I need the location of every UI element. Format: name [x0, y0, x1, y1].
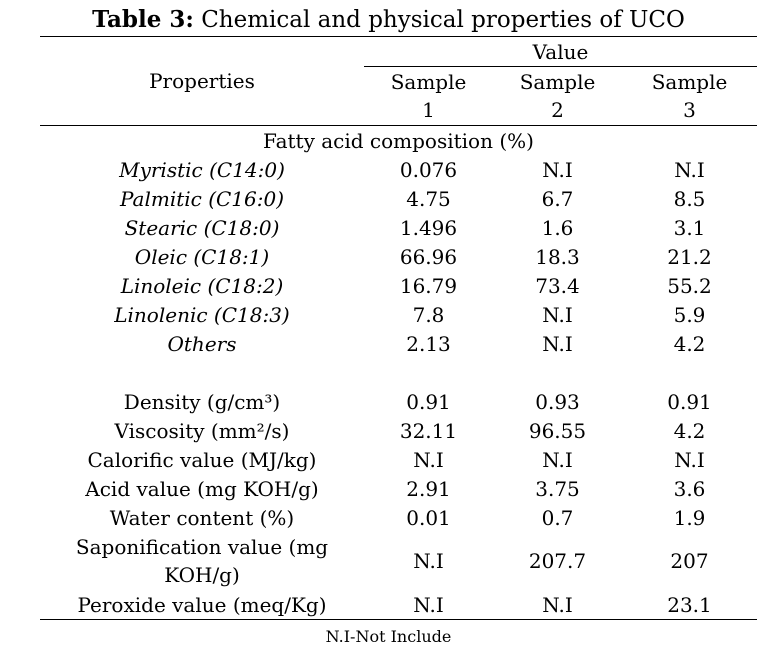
cell-sample-3: 0.91 [667, 389, 712, 414]
properties-table: Properties Value Sample 1 Sample 2 Sampl… [40, 36, 757, 620]
cell-sample-3: N.I [674, 447, 705, 472]
cell-sample-3: 3.6 [673, 476, 706, 501]
table-number: Table 3: [92, 6, 194, 33]
cell-sample-2: 207.7 [528, 549, 587, 573]
cell-sample-2: N.I [493, 590, 622, 620]
cell-sample-1: 0.01 [406, 505, 451, 530]
cell-sample-2: 73.4 [535, 273, 580, 298]
cell-sample-3: 3.1 [673, 215, 706, 240]
table-row: Stearic (C18:0) 1.496 1.6 3.1 [40, 213, 757, 242]
cell-sample-1: N.I [413, 447, 444, 472]
cell-sample-3: 4.2 [673, 331, 706, 356]
group-fatty-acid-label: Fatty acid composition (%) [263, 128, 534, 153]
cell-sample-3: 5.9 [673, 302, 706, 327]
table-row-group: Fatty acid composition (%) [40, 126, 757, 156]
cell-sample-2: N.I [542, 157, 573, 182]
header-properties: Properties [40, 36, 364, 126]
cell-sample-3: N.I [674, 157, 705, 182]
cell-sample-1: 4.75 [406, 186, 451, 211]
table-row: Linolenic (C18:3) 7.8 N.I 5.9 [40, 300, 757, 329]
table-title: Table 3: Chemical and physical propertie… [0, 4, 777, 36]
cell-sample-2: 1.6 [541, 215, 574, 240]
cell-sample-3: 55.2 [667, 273, 712, 298]
row-label: Density (g/cm³) [123, 389, 281, 414]
cell-sample-1: N.I [364, 590, 493, 620]
table-caption: Chemical and physical properties of UCO [193, 7, 685, 33]
table-row: Calorific value (MJ/kg) N.I N.I N.I [40, 445, 757, 474]
row-label: Water content (%) [109, 505, 295, 530]
row-label: Peroxide value (meq/Kg) [40, 590, 364, 620]
cell-sample-1: 7.8 [412, 302, 445, 327]
row-label: Stearic (C18:0) [124, 215, 280, 240]
row-label-text: Saponification value (mg KOH/g) [75, 535, 329, 587]
row-label: Linolenic (C18:3) [114, 302, 290, 327]
cell-sample-1: 32.11 [399, 418, 458, 443]
table-row: Oleic (C18:1) 66.96 18.3 21.2 [40, 242, 757, 271]
cell-sample-2: N.I [542, 331, 573, 356]
cell-sample-1: 16.79 [399, 273, 458, 298]
table-row: Myristic (C14:0) 0.076 N.I N.I [40, 155, 757, 184]
cell-sample-2: N.I [542, 302, 573, 327]
cell-sample-1: N.I [413, 549, 444, 573]
cell-sample-3: 21.2 [667, 244, 712, 269]
cell-sample-1: 0.91 [406, 389, 451, 414]
cell-sample-3: 207 [670, 549, 709, 573]
header-sample-3: Sample 3 [622, 66, 757, 126]
cell-sample-2: 6.7 [541, 186, 574, 211]
table-row: Linoleic (C18:2) 16.79 73.4 55.2 [40, 271, 757, 300]
cell-sample-2: N.I [542, 447, 573, 472]
header-sample-1: Sample 1 [364, 66, 493, 126]
row-label: Others [167, 331, 237, 356]
row-label: Palmitic (C16:0) [119, 186, 285, 211]
header-sample-2-label: Sample 2 [519, 70, 596, 122]
table-row: Acid value (mg KOH/g) 2.91 3.75 3.6 [40, 474, 757, 503]
header-value: Value [364, 36, 757, 67]
row-label: Viscosity (mm²/s) [114, 418, 290, 443]
spacer-cell [40, 358, 757, 387]
header-sample-1-label: Sample 1 [390, 70, 467, 122]
cell-sample-3: 8.5 [673, 186, 706, 211]
header-sample-3-label: Sample 3 [651, 70, 728, 122]
header-sample-2: Sample 2 [493, 66, 622, 126]
cell-sample-2: 3.75 [535, 476, 580, 501]
header-row-samples: Sample 1 Sample 2 Sample 3 [40, 66, 757, 126]
cell-sample-2: 0.7 [541, 505, 574, 530]
cell-sample-1: 2.13 [406, 331, 451, 356]
row-label: Oleic (C18:1) [134, 244, 270, 269]
cell-sample-1: 2.91 [406, 476, 451, 501]
table-row: Peroxide value (meq/Kg) N.I N.I 23.1 [40, 590, 757, 620]
spacer-row [40, 358, 757, 387]
table-row: Viscosity (mm²/s) 32.11 96.55 4.2 [40, 416, 757, 445]
row-label: Myristic (C14:0) [119, 157, 285, 182]
cell-sample-3: 4.2 [673, 418, 706, 443]
cell-sample-2: 0.93 [535, 389, 580, 414]
row-label: Linoleic (C18:2) [120, 273, 284, 298]
cell-sample-2: 96.55 [528, 418, 587, 443]
cell-sample-2: 18.3 [535, 244, 580, 269]
table-row: Others 2.13 N.I 4.2 [40, 329, 757, 358]
cell-sample-1: 1.496 [399, 215, 458, 240]
row-label: Acid value (mg KOH/g) [85, 476, 319, 501]
header-row-top: Properties Value [40, 36, 757, 126]
table-footnote: N.I-Not Include [325, 627, 452, 646]
table-row: Water content (%) 0.01 0.7 1.9 [40, 503, 757, 532]
table-row: Density (g/cm³) 0.91 0.93 0.91 [40, 387, 757, 416]
row-label: Saponification value (mg KOH/g) [40, 532, 364, 590]
table-row: Saponification value (mg KOH/g) N.I 207.… [40, 532, 757, 590]
cell-sample-3: 1.9 [673, 505, 706, 530]
row-label: Calorific value (MJ/kg) [87, 447, 317, 472]
cell-sample-3: 23.1 [622, 590, 757, 620]
table-row: Palmitic (C16:0) 4.75 6.7 8.5 [40, 184, 757, 213]
cell-sample-1: 66.96 [399, 244, 458, 269]
cell-sample-1: 0.076 [399, 157, 458, 182]
